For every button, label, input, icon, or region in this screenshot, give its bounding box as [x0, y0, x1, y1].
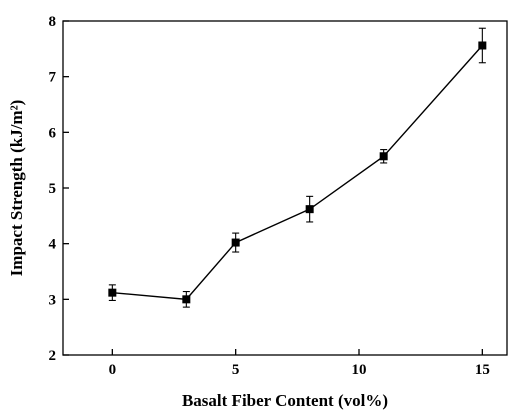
data-point [182, 295, 191, 304]
plot-frame [62, 20, 508, 356]
y-tick-label: 3 [49, 292, 57, 308]
y-tick-label: 8 [49, 14, 57, 30]
y-axis-ticks: 2 3 4 5 6 7 8 [49, 14, 69, 364]
x-tick-label: 15 [475, 362, 490, 378]
data-point [231, 238, 240, 247]
data-point [108, 288, 117, 297]
x-tick-label: 10 [352, 362, 367, 378]
series-layer [108, 27, 487, 308]
x-tick-label: 5 [232, 362, 240, 378]
y-tick-label: 6 [49, 125, 57, 141]
y-tick-label: 7 [49, 70, 57, 86]
data-point [379, 152, 388, 161]
y-axis-title: Impact Strength (kJ/m²) [7, 100, 26, 277]
y-tick-label: 2 [49, 348, 57, 364]
x-axis-ticks: 0 5 10 15 [109, 349, 490, 378]
x-tick-label: 0 [109, 362, 117, 378]
series-line [112, 45, 483, 301]
y-tick-label: 5 [49, 181, 57, 197]
data-point [478, 41, 487, 50]
y-tick-label: 4 [49, 237, 57, 253]
data-point [305, 205, 314, 214]
x-axis-title: Basalt Fiber Content (vol%) [182, 391, 388, 410]
